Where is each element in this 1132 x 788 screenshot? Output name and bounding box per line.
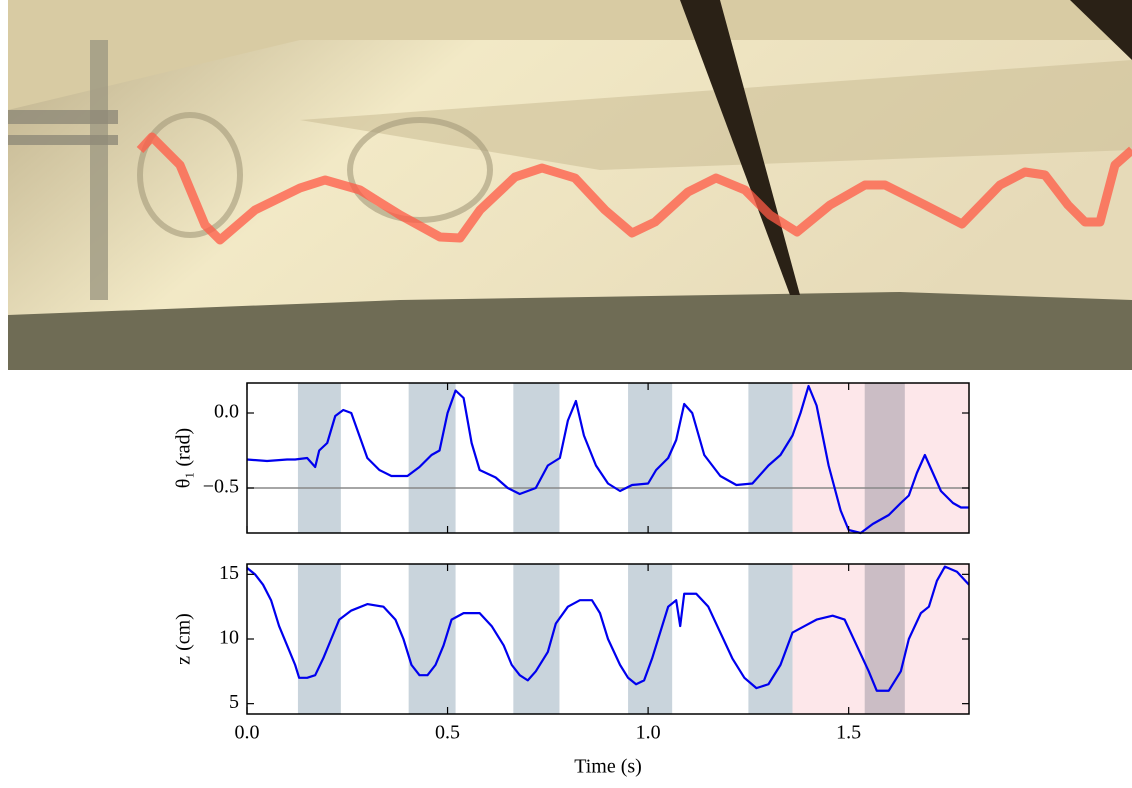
y-axis-label: θ₁ (rad) (173, 428, 195, 488)
y-axis-label: z (cm) (173, 613, 195, 665)
shaded-span (628, 564, 673, 714)
y-tick-label: 15 (219, 562, 239, 584)
y-tick-label: −0.5 (203, 476, 239, 498)
shaded-span (408, 383, 456, 533)
photo (8, 0, 1132, 370)
shaded-span (513, 383, 560, 533)
x-tick-label: 0.5 (435, 722, 460, 744)
y-tick-label: 5 (229, 691, 239, 713)
shaded-span (297, 564, 341, 714)
shaded-span (864, 564, 905, 714)
y-tick-label: 0.0 (214, 401, 239, 423)
shaded-span (408, 564, 456, 714)
shaded-span (748, 383, 793, 533)
y-tick-label: 10 (219, 627, 239, 649)
data-line (246, 565, 970, 692)
axes-frame (246, 382, 970, 534)
shaded-span (864, 383, 905, 533)
shaded-span (628, 383, 673, 533)
x-tick-label: 1.0 (636, 722, 661, 744)
x-tick-label: 1.5 (836, 722, 861, 744)
x-axis-label: Time (s) (574, 756, 642, 778)
x-tick-label: 0.0 (235, 722, 260, 744)
shaded-span (748, 564, 793, 714)
